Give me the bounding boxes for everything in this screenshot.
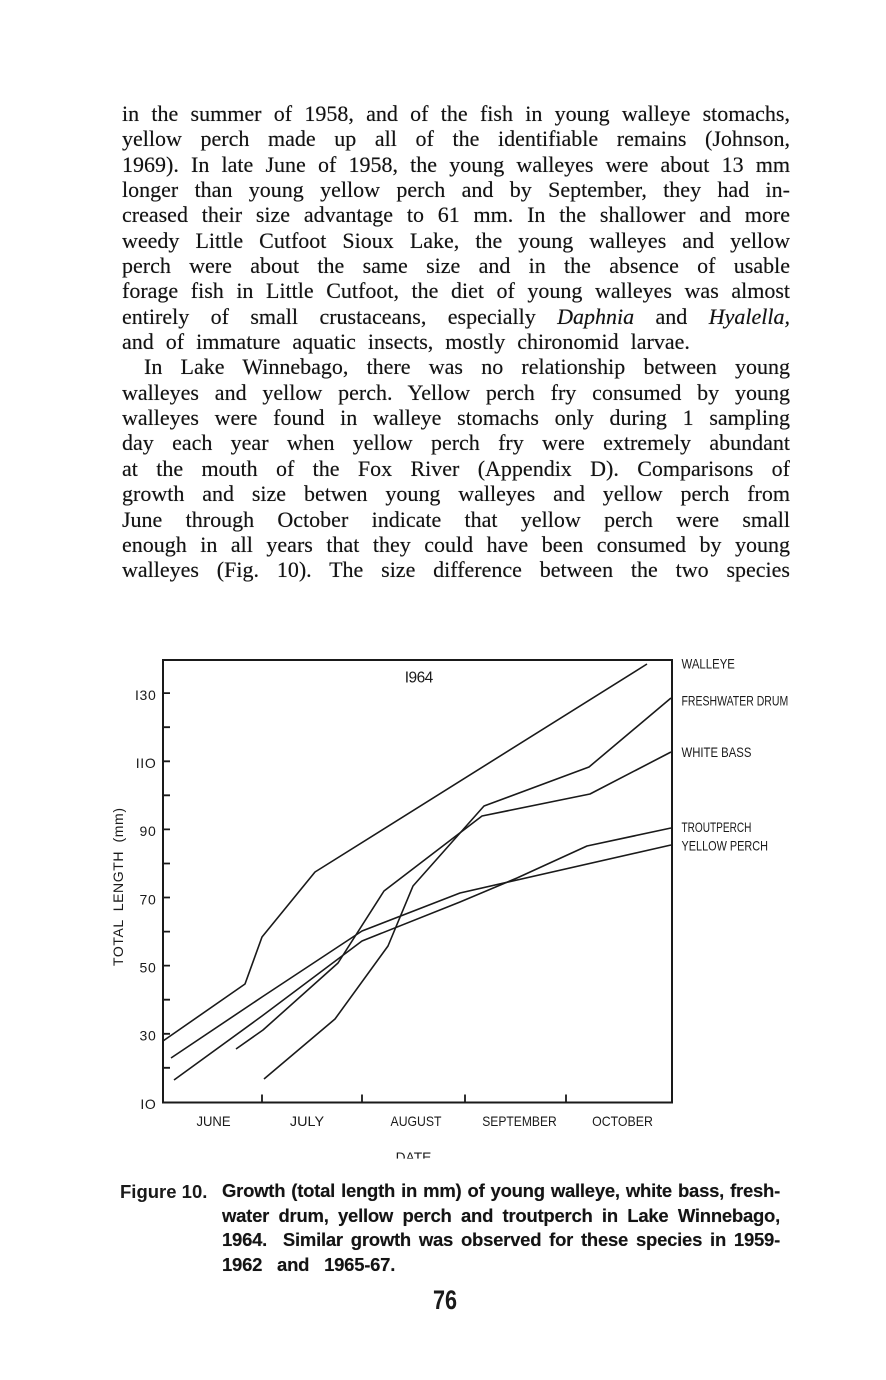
svg-text:JUNE: JUNE (196, 1113, 230, 1129)
svg-text:SEPTEMBER: SEPTEMBER (482, 1113, 557, 1129)
svg-text:WHITE BASS: WHITE BASS (682, 744, 752, 760)
svg-text:OCTOBER: OCTOBER (592, 1113, 653, 1129)
svg-text:AUGUST: AUGUST (391, 1113, 442, 1129)
svg-text:90: 90 (140, 823, 157, 839)
svg-text:IIO: IIO (136, 755, 157, 771)
svg-text:FRESHWATER DRUM: FRESHWATER DRUM (682, 692, 789, 708)
svg-text:I30: I30 (135, 687, 157, 703)
svg-text:YELLOW PERCH: YELLOW PERCH (682, 838, 769, 854)
svg-text:30: 30 (140, 1028, 157, 1044)
svg-text:I964: I964 (405, 670, 434, 687)
svg-text:WALLEYE: WALLEYE (682, 656, 735, 672)
svg-text:50: 50 (140, 959, 157, 975)
svg-text:TOTAL LENGTH (mm): TOTAL LENGTH (mm) (110, 808, 126, 966)
svg-text:IO: IO (140, 1096, 156, 1112)
svg-text:JULY: JULY (290, 1113, 325, 1129)
svg-text:70: 70 (140, 891, 157, 907)
svg-text:TROUTPERCH: TROUTPERCH (682, 819, 752, 835)
